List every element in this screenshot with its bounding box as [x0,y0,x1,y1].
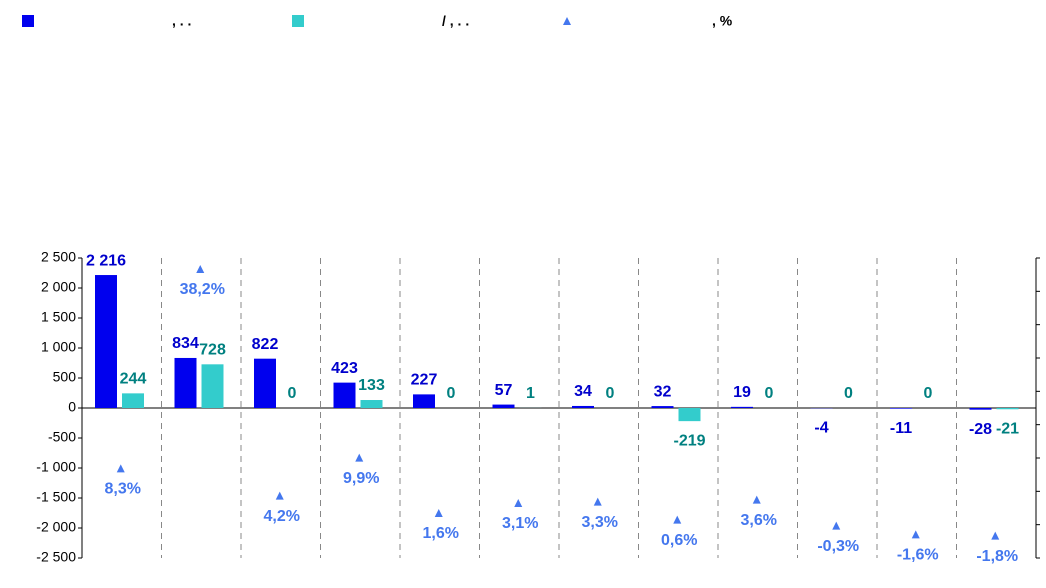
bar [493,405,515,408]
bar [95,275,117,408]
data-label: 728 [199,342,226,359]
marker [196,265,204,273]
y-tick-label: 1 500 [41,309,76,325]
data-label: 227 [411,372,438,389]
y-tick-label: -1 000 [36,459,76,475]
y-tick-label: -500 [48,429,76,445]
data-label: 8,3% [105,481,141,498]
bar [572,406,594,408]
y-tick-label: -2 500 [36,549,76,565]
data-label: 1 [526,385,535,402]
y-tick-label: -1 500 [36,489,76,505]
data-label: 0 [288,385,297,402]
data-label: 3,6% [741,512,777,529]
marker [514,499,522,507]
data-label: 0 [606,385,615,402]
legend-marker [292,15,304,27]
data-label: 4,2% [264,508,300,525]
bar [890,408,912,409]
marker [912,530,920,538]
marker [753,496,761,504]
bar [175,358,197,408]
data-label: 2 216 [86,252,126,269]
bar [731,407,753,408]
marker [991,532,999,540]
legend-label: , % [712,13,733,29]
bar [970,408,992,410]
data-label: 3,1% [502,515,538,532]
data-label: 0 [447,385,456,402]
data-label: 244 [120,371,147,388]
marker [117,464,125,472]
data-label: -219 [673,432,705,449]
data-label: 0,6% [661,532,697,549]
marker [435,509,443,517]
legend-marker [563,17,571,25]
data-label: 0 [844,385,853,402]
data-label: 834 [172,335,199,352]
marker [673,516,681,524]
bar [679,408,701,421]
data-label: 0 [924,385,933,402]
bar [122,393,144,408]
data-label: 3,3% [582,514,618,531]
bar [254,359,276,408]
y-tick-label: 0 [68,399,76,415]
marker [832,522,840,530]
data-label: -21 [996,420,1019,437]
y-tick-label: 2 500 [41,249,76,265]
data-label: 423 [331,360,358,377]
data-label: 19 [733,384,751,401]
bar [334,383,356,408]
data-label: 57 [495,382,513,399]
data-label: 9,9% [343,470,379,487]
legend-label: , . . [172,13,191,29]
legend-label: / , . . [442,13,469,29]
y-tick-label: 2 000 [41,279,76,295]
data-label: -1,6% [897,547,939,564]
data-label: -28 [969,421,992,438]
bar [413,394,435,408]
data-label: 32 [654,383,672,400]
data-label: 34 [574,383,592,400]
bar [652,406,674,408]
data-label: -4 [814,419,828,436]
y-tick-label: 1 000 [41,339,76,355]
bar [202,364,224,408]
data-label: -0,3% [817,538,859,555]
marker [594,498,602,506]
y-tick-label: -2 000 [36,519,76,535]
data-label: 1,6% [423,525,459,542]
bar [997,408,1019,409]
data-label: 0 [765,385,774,402]
data-label: -11 [890,420,912,437]
marker [276,492,284,500]
data-label: 133 [358,377,385,394]
data-label: 822 [252,336,279,353]
data-label: 38,2% [180,281,225,298]
legend-marker [22,15,34,27]
marker [355,454,363,462]
y-tick-label: 500 [53,369,77,385]
data-label: -1,8% [976,548,1018,565]
bar [361,400,383,408]
